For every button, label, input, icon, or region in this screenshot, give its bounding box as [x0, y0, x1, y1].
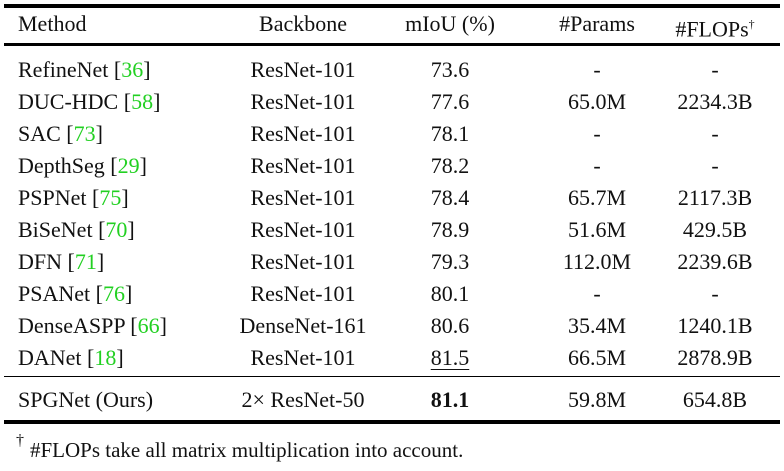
footnote-mark: †: [16, 432, 24, 449]
miou-cell: 78.9: [430, 217, 470, 242]
backbone-cell: ResNet-101: [250, 185, 356, 210]
ours-miou: 81.1: [430, 387, 470, 412]
ours-flops: 654.8B: [682, 387, 748, 412]
header-backbone: Backbone: [259, 11, 347, 36]
miou-cell: 80.6: [430, 313, 470, 338]
citation-link[interactable]: 58: [131, 89, 154, 114]
method-cell: RefineNet [36]: [18, 57, 151, 82]
citation-link[interactable]: 75: [99, 185, 122, 210]
method-cell: DUC-HDC [58]: [18, 89, 161, 114]
params-cell: 51.6M: [567, 217, 627, 242]
flops-cell: -: [711, 153, 719, 178]
citation-link[interactable]: 76: [102, 281, 125, 306]
ours-method: SPGNet (Ours): [18, 387, 154, 412]
miou-cell: 78.1: [430, 121, 470, 146]
backbone-cell: ResNet-101: [250, 89, 356, 114]
backbone-cell: ResNet-101: [250, 153, 356, 178]
table-row: DUC-HDC [58] ResNet-101 77.6 65.0M 2234.…: [0, 86, 784, 118]
params-cell: -: [593, 57, 601, 82]
ours-row: SPGNet (Ours) 2× ResNet-50 81.1 59.8M 65…: [0, 384, 784, 416]
miou-cell: 73.6: [430, 57, 470, 82]
bottom-rule: [4, 420, 780, 424]
method-cell: PSPNet [75]: [18, 185, 129, 210]
backbone-cell: ResNet-101: [250, 249, 356, 274]
backbone-cell: DenseNet-161: [239, 313, 367, 338]
method-cell: DANet [18]: [18, 345, 124, 370]
flops-cell: -: [711, 281, 719, 306]
miou-cell: 77.6: [430, 89, 470, 114]
header-flops: #FLOPs†: [675, 16, 755, 42]
header-method: Method: [18, 11, 87, 36]
header-rule: [4, 43, 780, 46]
flops-cell: 429.5B: [682, 217, 748, 242]
backbone-cell: ResNet-101: [250, 217, 356, 242]
miou-cell: 78.2: [430, 153, 470, 178]
flops-cell: 1240.1B: [677, 313, 753, 338]
table-row: SAC [73] ResNet-101 78.1 - -: [0, 118, 784, 150]
table-row: DFN [71] ResNet-101 79.3 112.0M 2239.6B: [0, 246, 784, 278]
top-rule: [4, 4, 780, 8]
params-cell: -: [593, 153, 601, 178]
table-row: DANet [18] ResNet-101 81.5 66.5M 2878.9B: [0, 342, 784, 374]
footnote-text: #FLOPs take all matrix multiplication in…: [30, 438, 464, 462]
method-cell: DFN [71]: [18, 249, 105, 274]
params-cell: 66.5M: [567, 345, 627, 370]
flops-cell: 2117.3B: [677, 185, 753, 210]
ours-backbone: 2× ResNet-50: [241, 387, 365, 412]
header-params: #Params: [559, 11, 635, 36]
table-row: DepthSeg [29] ResNet-101 78.2 - -: [0, 150, 784, 182]
miou-cell: 81.5: [430, 345, 470, 370]
mid-rule: [4, 376, 780, 377]
params-cell: -: [593, 121, 601, 146]
backbone-cell: ResNet-101: [250, 57, 356, 82]
citation-link[interactable]: 70: [105, 217, 128, 242]
method-cell: PSANet [76]: [18, 281, 133, 306]
citation-link[interactable]: 66: [137, 313, 160, 338]
flops-cell: 2878.9B: [677, 345, 753, 370]
table-row: PSPNet [75] ResNet-101 78.4 65.7M 2117.3…: [0, 182, 784, 214]
backbone-cell: ResNet-101: [250, 281, 356, 306]
miou-cell: 79.3: [430, 249, 470, 274]
backbone-cell: ResNet-101: [250, 121, 356, 146]
params-cell: 65.0M: [567, 89, 627, 114]
flops-cell: 2239.6B: [677, 249, 753, 274]
miou-cell: 78.4: [430, 185, 470, 210]
flops-cell: 2234.3B: [677, 89, 753, 114]
params-cell: 35.4M: [567, 313, 627, 338]
flops-cell: -: [711, 121, 719, 146]
method-cell: DenseASPP [66]: [18, 313, 167, 338]
method-cell: DepthSeg [29]: [18, 153, 147, 178]
footnote: † #FLOPs take all matrix multiplication …: [16, 432, 464, 463]
params-cell: -: [593, 281, 601, 306]
backbone-cell: ResNet-101: [250, 345, 356, 370]
method-cell: BiSeNet [70]: [18, 217, 135, 242]
miou-cell: 80.1: [430, 281, 470, 306]
table-row: DenseASPP [66] DenseNet-161 80.6 35.4M 1…: [0, 310, 784, 342]
ours-params: 59.8M: [567, 387, 627, 412]
table-row: RefineNet [36] ResNet-101 73.6 - -: [0, 54, 784, 86]
table-row: PSANet [76] ResNet-101 80.1 - -: [0, 278, 784, 310]
citation-link[interactable]: 18: [94, 345, 117, 370]
method-cell: SAC [73]: [18, 121, 103, 146]
header-row: Method Backbone mIoU (%) #Params #FLOPs†: [0, 8, 784, 41]
flops-cell: -: [711, 57, 719, 82]
citation-link[interactable]: 71: [74, 249, 97, 274]
citation-link[interactable]: 36: [121, 57, 144, 82]
params-cell: 112.0M: [562, 249, 632, 274]
params-cell: 65.7M: [567, 185, 627, 210]
header-miou: mIoU (%): [405, 11, 495, 36]
citation-link[interactable]: 73: [73, 121, 96, 146]
table-row: BiSeNet [70] ResNet-101 78.9 51.6M 429.5…: [0, 214, 784, 246]
citation-link[interactable]: 29: [117, 153, 140, 178]
